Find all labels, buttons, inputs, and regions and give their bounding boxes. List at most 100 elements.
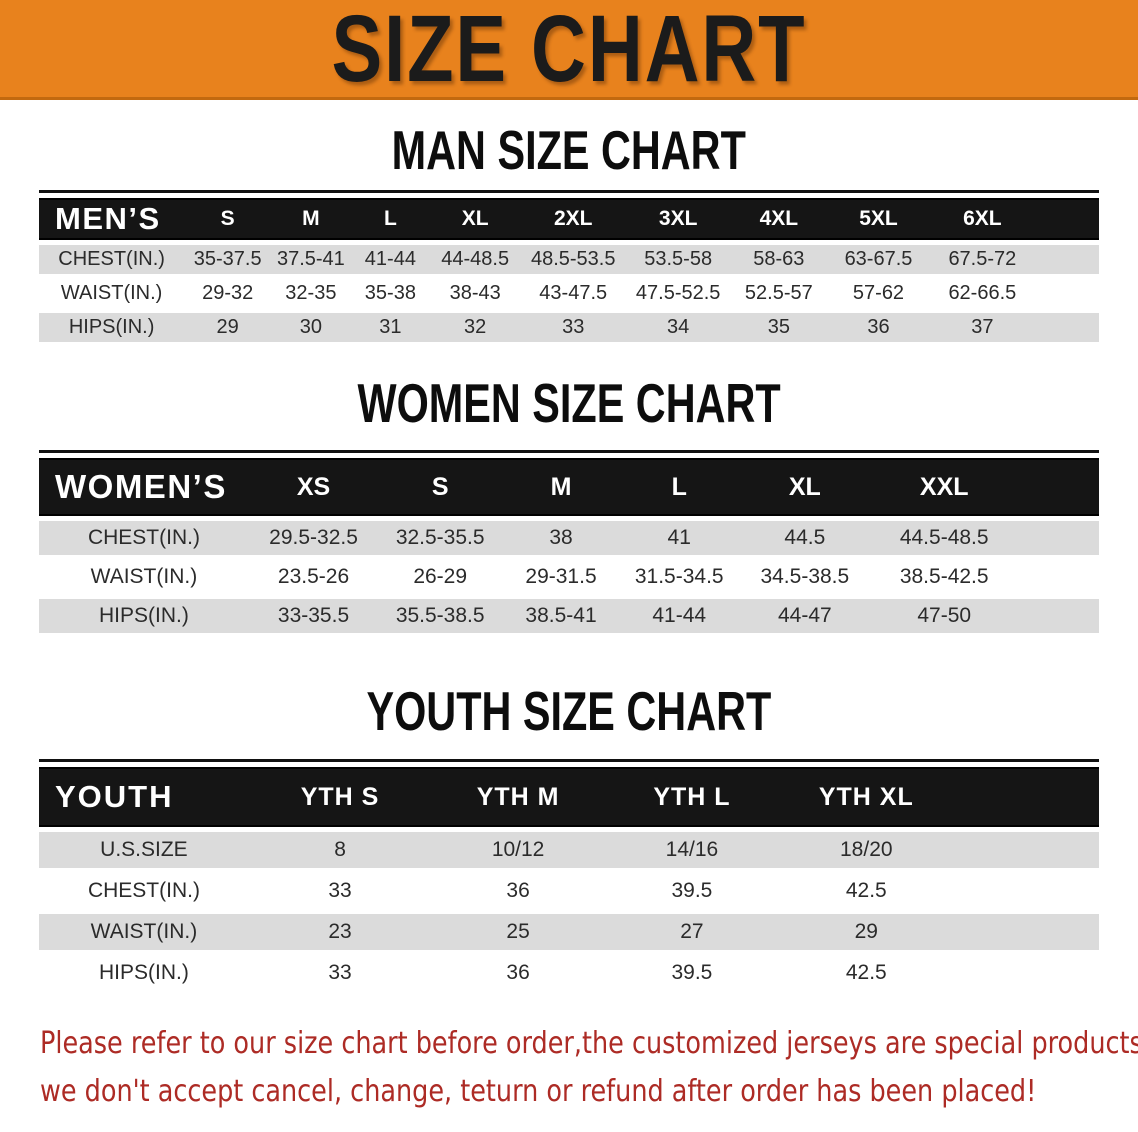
size-column-header: 4XL: [730, 198, 828, 240]
size-value-cell: 14/16: [665, 838, 719, 861]
women-section-heading-text: WOMEN SIZE CHART: [357, 372, 781, 434]
size-value-cell: 58-63: [753, 248, 805, 270]
measurement-row-label: HIPS(IN.): [99, 604, 189, 627]
table-row: HIPS(IN.) 33-35.5 35.5-38.5 38.5-41 41-44 44-…: [39, 599, 1099, 633]
header-filler-cell: [1035, 198, 1099, 240]
men-section-heading-text: MAN SIZE CHART: [391, 119, 747, 181]
size-value-cell: 42.5: [845, 961, 887, 984]
size-value-cell: 36: [506, 961, 530, 984]
youth-size-section: YOUTH SIZE CHART YOUTH YTH S YTH M YTH L YTH…: [0, 684, 1138, 996]
size-value-cell: 26-29: [413, 565, 468, 588]
table-row: WAIST(IN.) 29-32 32-35 35-38 38-43 43-47.5 47.…: [39, 279, 1099, 308]
size-value-cell: 29.5-32.5: [269, 526, 358, 549]
size-value-cell: 10/12: [491, 838, 545, 861]
men-size-section: MAN SIZE CHART MEN’S S M L XL 2XL 3XL 4XL 5XL 6XL…: [0, 123, 1138, 347]
size-chart-banner: SIZE CHART: [0, 0, 1138, 100]
size-value-cell: 41-44: [364, 248, 416, 270]
size-value-cell: 38-43: [449, 282, 501, 304]
size-value-cell: 47-50: [917, 604, 972, 627]
size-value-cell: 8: [334, 838, 346, 861]
size-column-header: YTH L: [605, 767, 779, 827]
size-value-cell: 44-48.5: [441, 248, 510, 270]
size-column-header: YTH M: [431, 767, 606, 827]
row-filler-cell: [1017, 599, 1099, 633]
size-column-header: XL: [430, 198, 521, 240]
size-column-header: M: [502, 458, 620, 516]
table-title-cell: WOMEN’S: [39, 458, 249, 516]
size-column-header: XL: [738, 458, 872, 516]
size-value-cell: 35-37.5: [193, 248, 262, 270]
disclaimer-line-1: Please refer to our size chart before or…: [40, 1026, 1138, 1061]
table-header-row: YOUTH YTH S YTH M YTH L YTH XL: [39, 767, 1099, 827]
size-value-cell: 29: [854, 920, 878, 943]
size-value-cell: 35.5-38.5: [395, 604, 485, 627]
table-row: CHEST(IN.) 29.5-32.5 32.5-35.5 38 41 44.5 44.5…: [39, 521, 1099, 555]
row-filler-cell: [1035, 245, 1099, 274]
size-column-header: M: [271, 198, 351, 240]
size-value-cell: 42.5: [845, 879, 887, 902]
size-column-header: XS: [248, 458, 379, 516]
size-column-header: 6XL: [929, 198, 1036, 240]
size-value-cell: 48.5-53.5: [530, 248, 616, 270]
size-value-cell: 18/20: [840, 838, 893, 861]
men-size-table: MEN’S S M L XL 2XL 3XL 4XL 5XL 6XL CHEST(IN.) 35-37…: [39, 193, 1099, 347]
size-value-cell: 33: [328, 879, 352, 902]
size-value-cell: 30: [299, 316, 322, 338]
table-row: HIPS(IN.) 29 30 31 32 33 34 35 36 37: [39, 313, 1099, 342]
size-value-cell: 29-31.5: [525, 565, 597, 588]
size-value-cell: 33: [328, 961, 352, 984]
table-header-row: MEN’S S M L XL 2XL 3XL 4XL 5XL 6XL: [39, 198, 1099, 240]
size-value-cell: 29: [216, 316, 239, 338]
table-row: WAIST(IN.) 23 25 27 29: [39, 914, 1099, 950]
men-section-heading: MAN SIZE CHART: [0, 123, 1138, 177]
size-column-header: 3XL: [626, 198, 731, 240]
measurement-row-label: WAIST(IN.): [90, 565, 198, 588]
size-value-cell: 37.5-41: [276, 248, 345, 270]
size-value-cell: 33: [562, 316, 585, 338]
size-value-cell: 36: [867, 316, 890, 338]
size-value-cell: 39.5: [671, 879, 713, 902]
row-filler-cell: [1035, 279, 1099, 308]
table-row: U.S.SIZE 8 10/12 14/16 18/20: [39, 832, 1099, 868]
table-title-cell: MEN’S: [39, 198, 185, 240]
size-value-cell: 43-47.5: [539, 282, 608, 304]
measurement-row-label: CHEST(IN.): [87, 879, 200, 902]
measurement-row-label: WAIST(IN.): [90, 920, 198, 943]
table-row: HIPS(IN.) 33 36 39.5 42.5: [39, 955, 1099, 991]
size-value-cell: 44.5: [784, 526, 826, 549]
measurement-row-label: WAIST(IN.): [60, 282, 163, 304]
size-column-header: XXL: [871, 458, 1018, 516]
size-value-cell: 33-35.5: [277, 604, 350, 627]
row-filler-cell: [954, 832, 1099, 868]
measurement-row-label: HIPS(IN.): [99, 961, 189, 984]
table-row: CHEST(IN.) 33 36 39.5 42.5: [39, 873, 1099, 909]
measurement-row-label: CHEST(IN.): [58, 248, 165, 270]
women-section-heading: WOMEN SIZE CHART: [0, 376, 1138, 430]
size-value-cell: 47.5-52.5: [635, 282, 721, 304]
header-filler-cell: [1017, 458, 1099, 516]
size-value-cell: 44.5-48.5: [899, 526, 989, 549]
size-value-cell: 63-67.5: [844, 248, 913, 270]
measurement-row-label: HIPS(IN.): [68, 316, 155, 338]
table-row: WAIST(IN.) 23.5-26 26-29 29-31.5 31.5-34.5 34…: [39, 560, 1099, 594]
youth-size-table: YOUTH YTH S YTH M YTH L YTH XL U.S.SIZE 8 10/12…: [39, 762, 1099, 996]
size-value-cell: 31.5-34.5: [634, 565, 724, 588]
women-size-table-wrapper: WOMEN’S XS S M L XL XXL CHEST(IN.) 29.5-32.5 32.5…: [39, 450, 1099, 638]
row-filler-cell: [954, 914, 1099, 950]
size-value-cell: 53.5-58: [644, 248, 713, 270]
row-filler-cell: [1017, 521, 1099, 555]
size-value-cell: 41-44: [652, 604, 707, 627]
size-value-cell: 27: [680, 920, 704, 943]
size-value-cell: 34: [667, 316, 690, 338]
size-value-cell: 31: [379, 316, 402, 338]
women-size-table: WOMEN’S XS S M L XL XXL CHEST(IN.) 29.5-32.5 32.5…: [39, 453, 1099, 638]
size-value-cell: 25: [506, 920, 530, 943]
table-header-row: WOMEN’S XS S M L XL XXL: [39, 458, 1099, 516]
table-title-cell: YOUTH: [39, 767, 249, 827]
size-value-cell: 34.5-38.5: [760, 565, 850, 588]
size-value-cell: 38.5-41: [525, 604, 597, 627]
size-value-cell: 37: [971, 316, 994, 338]
size-value-cell: 23.5-26: [277, 565, 350, 588]
youth-size-table-wrapper: YOUTH YTH S YTH M YTH L YTH XL U.S.SIZE 8 10/12…: [39, 759, 1099, 996]
